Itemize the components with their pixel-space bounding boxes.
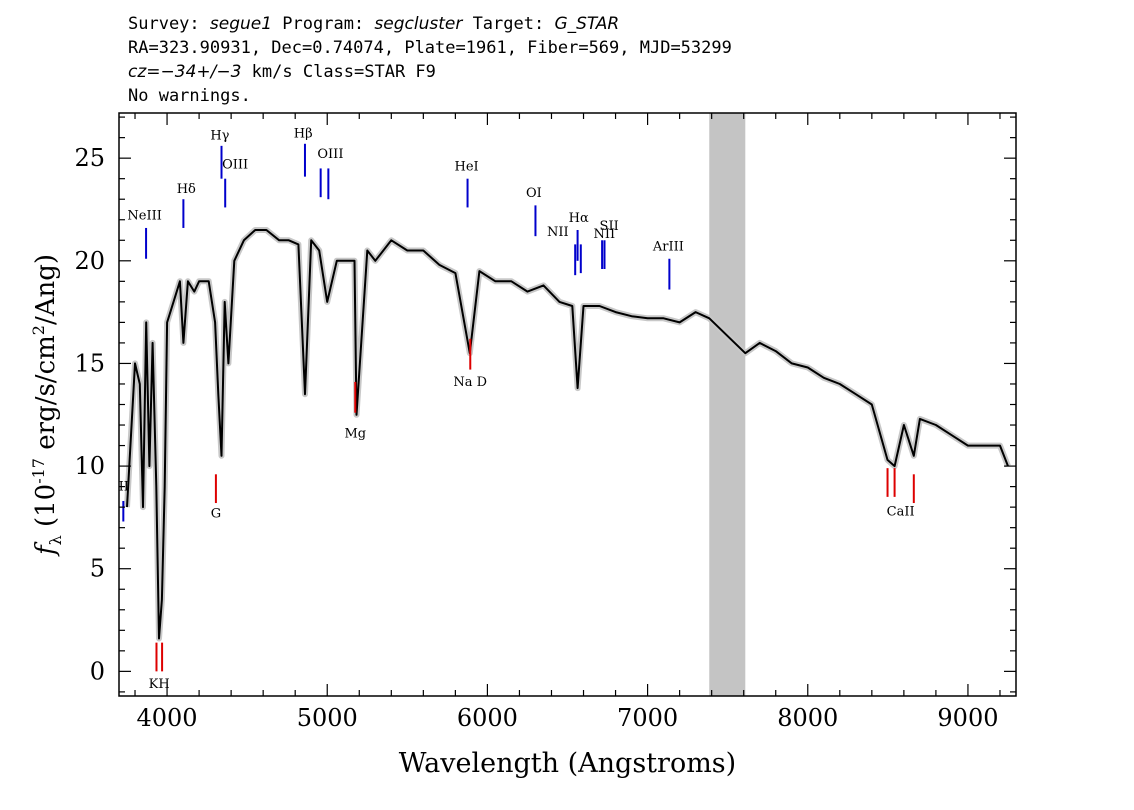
emission-line-label-10: Hα	[569, 211, 589, 226]
emission-line-label-1: NeIII	[127, 209, 161, 224]
flux-series-line	[126, 229, 1009, 640]
emission-line-label-5: Hβ	[294, 127, 313, 142]
y-tick-label: 15	[74, 349, 105, 377]
y-tick-label: 5	[90, 555, 105, 583]
y-tick-label: 20	[74, 247, 105, 275]
x-axis-title: Wavelength (Angstroms)	[399, 748, 736, 779]
program-value: segcluster	[374, 14, 463, 34]
masked-region	[709, 113, 746, 696]
emission-line-label-8: OI	[526, 186, 542, 201]
spectrum-data	[124, 227, 1011, 642]
header-line-4: No warnings.	[128, 86, 251, 106]
absorption-line-label-3: Na D	[453, 375, 487, 390]
absorption-line-label-1: G	[211, 506, 221, 521]
absorption-line-label-0: KH	[149, 677, 170, 692]
cz-label: cz=	[128, 62, 161, 82]
emission-line-label-13: ArIII	[652, 240, 684, 255]
plot-frame	[118, 112, 1017, 697]
y-tick-label: 25	[74, 144, 105, 172]
emission-line-label-7: HeI	[455, 159, 479, 174]
x-tick-label: 7000	[617, 704, 678, 732]
header-line-1: Survey: segue1 Program: segcluster Targe…	[128, 14, 620, 34]
survey-value: segue1	[209, 14, 273, 34]
cz-value: −34+/−3	[160, 62, 242, 82]
y-tick-label: 0	[90, 657, 105, 685]
x-tick-label: 6000	[457, 704, 518, 732]
emission-line-label-9: NII	[547, 225, 569, 240]
emission-line-label-12: NII	[594, 227, 616, 242]
x-tick-label: 8000	[777, 704, 838, 732]
header-line-2: RA=323.90931, Dec=0.74074, Plate=1961, F…	[128, 38, 732, 58]
x-tick-label: 4000	[137, 704, 198, 732]
emission-line-label-0: II	[119, 480, 129, 495]
x-tick-label: 9000	[937, 704, 998, 732]
class-info: km/s Class=STAR F9	[241, 62, 436, 82]
emission-line-label-11: SII	[600, 219, 619, 234]
y-tick-label: 10	[74, 452, 105, 480]
emission-line-label-3: Hγ	[210, 129, 229, 144]
emission-line-label-4: OIII	[222, 157, 248, 172]
error-envelope	[124, 227, 1011, 642]
header-line-3: cz=−34+/−3 km/s Class=STAR F9	[128, 62, 436, 82]
absorption-line-label-2: Mg	[344, 426, 366, 441]
emission-line-label-6: OIII	[317, 147, 343, 162]
emission-line-label-2: Hδ	[177, 182, 196, 197]
y-axis-title: fλ (10-17 erg/s/cm2/Ang)	[29, 254, 65, 557]
absorption-line-label-4: CaII	[887, 504, 915, 519]
target-value: G_STAR	[554, 14, 620, 34]
x-tick-label: 5000	[297, 704, 358, 732]
